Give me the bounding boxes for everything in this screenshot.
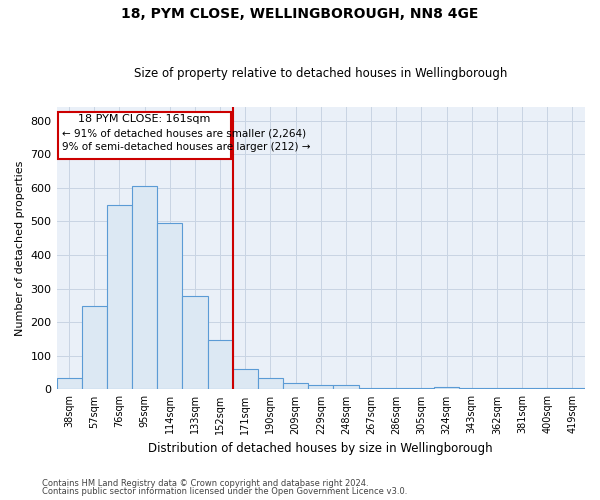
Bar xyxy=(157,223,182,390)
Bar xyxy=(258,378,283,390)
Bar xyxy=(308,386,334,390)
Bar xyxy=(535,388,560,390)
Bar xyxy=(82,306,107,390)
Text: 18 PYM CLOSE: 161sqm: 18 PYM CLOSE: 161sqm xyxy=(78,114,211,124)
Bar xyxy=(56,378,82,390)
X-axis label: Distribution of detached houses by size in Wellingborough: Distribution of detached houses by size … xyxy=(148,442,493,455)
Bar xyxy=(132,186,157,390)
Bar xyxy=(560,388,585,390)
Bar xyxy=(334,386,359,390)
Y-axis label: Number of detached properties: Number of detached properties xyxy=(15,160,25,336)
Text: 18, PYM CLOSE, WELLINGBOROUGH, NN8 4GE: 18, PYM CLOSE, WELLINGBOROUGH, NN8 4GE xyxy=(121,8,479,22)
Bar xyxy=(283,384,308,390)
Text: ← 91% of detached houses are smaller (2,264): ← 91% of detached houses are smaller (2,… xyxy=(62,128,305,138)
Bar xyxy=(383,388,409,390)
Text: 9% of semi-detached houses are larger (212) →: 9% of semi-detached houses are larger (2… xyxy=(62,142,310,152)
Title: Size of property relative to detached houses in Wellingborough: Size of property relative to detached ho… xyxy=(134,66,508,80)
Bar xyxy=(409,388,434,390)
Text: Contains public sector information licensed under the Open Government Licence v3: Contains public sector information licen… xyxy=(42,487,407,496)
Bar xyxy=(484,388,509,390)
Text: Contains HM Land Registry data © Crown copyright and database right 2024.: Contains HM Land Registry data © Crown c… xyxy=(42,478,368,488)
Bar xyxy=(509,388,535,390)
Bar xyxy=(359,388,383,390)
Bar xyxy=(107,205,132,390)
Bar xyxy=(233,368,258,390)
Bar xyxy=(459,388,484,390)
FancyBboxPatch shape xyxy=(58,112,230,159)
Bar xyxy=(208,340,233,390)
Bar xyxy=(434,387,459,390)
Bar xyxy=(182,296,208,390)
